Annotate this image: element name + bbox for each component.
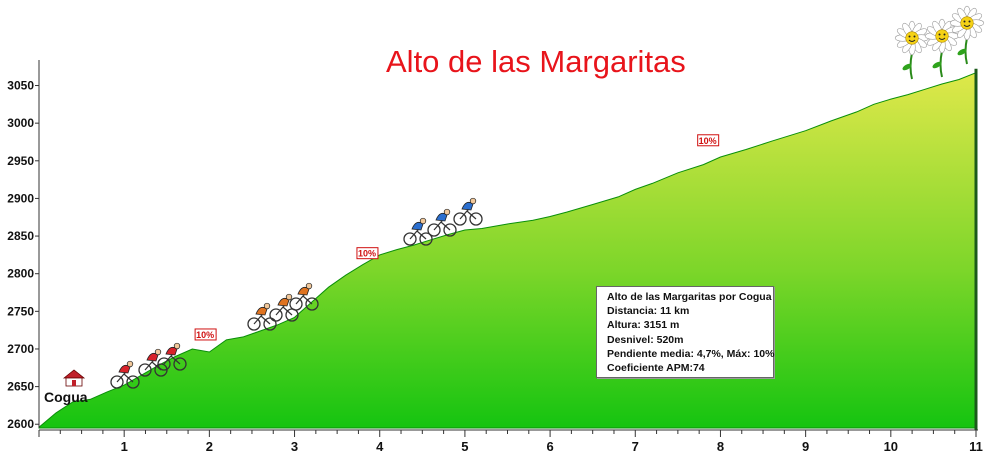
x-tick-label: 5 xyxy=(461,439,468,454)
cyclist-icon xyxy=(289,282,319,311)
x-tick-label: 9 xyxy=(802,439,809,454)
cyclists-group-blue xyxy=(403,197,483,246)
daisy-icon xyxy=(949,5,985,65)
x-tick-label: 10 xyxy=(884,439,898,454)
gradient-marker-box xyxy=(697,134,720,147)
start-town-label: Cogua xyxy=(44,389,88,405)
gradient-marker-layer: 10% 10% 10% xyxy=(194,134,720,341)
y-tick-label: 2650 xyxy=(7,380,34,394)
info-average-gradient: Pendiente media: 4,7%, Máx: 10% xyxy=(607,347,775,360)
info-altitude: Altura: 3151 m xyxy=(607,319,680,332)
x-tick-label: 2 xyxy=(206,439,213,454)
house-icon xyxy=(62,369,86,387)
climb-info-box: Alto de las Margaritas por Cogua Distanc… xyxy=(596,286,774,378)
x-tick-label: 8 xyxy=(717,439,724,454)
cyclist-icon xyxy=(110,360,140,389)
y-tick-label: 3000 xyxy=(7,116,34,130)
gradient-marker-label: 10% xyxy=(358,249,376,259)
info-distance: Distancia: 11 km xyxy=(607,305,690,318)
gradient-marker: 10% xyxy=(697,134,720,147)
y-tick-label: 2900 xyxy=(7,191,34,205)
x-tick-label: 6 xyxy=(546,439,553,454)
cyclist-icon xyxy=(247,302,277,331)
x-tick-label: 4 xyxy=(376,439,384,454)
y-tick-label: 2700 xyxy=(7,342,34,356)
summit-flowers xyxy=(894,5,985,80)
gradient-marker: 10% xyxy=(356,247,379,260)
x-tick-label: 7 xyxy=(632,439,639,454)
x-tick-label: 1 xyxy=(121,439,128,454)
cyclist-icon xyxy=(427,208,457,237)
profile-area xyxy=(38,71,977,429)
info-apm-coefficient: Coeficiente APM:74 xyxy=(607,362,705,375)
cyclist-icon xyxy=(138,348,168,377)
y-tick-label: 2950 xyxy=(7,154,34,168)
gradient-marker: 10% xyxy=(194,328,217,341)
info-climb-name: Alto de las Margaritas por Cogua xyxy=(607,291,772,303)
cyclist-icon xyxy=(403,217,433,246)
cyclist-icon xyxy=(453,197,483,226)
cyclists-group-orange xyxy=(247,282,319,331)
gradient-marker-box xyxy=(356,247,379,260)
x-tick-label: 3 xyxy=(291,439,298,454)
y-tick-label: 3050 xyxy=(7,79,34,93)
y-tick-label: 2750 xyxy=(7,304,34,318)
info-elevation-gain: Desnivel: 520m xyxy=(607,333,684,346)
chart-title: Alto de las Margaritas xyxy=(386,44,686,79)
daisy-icon xyxy=(894,20,930,80)
axes-layer: 2600 2650 2700 2750 2800 2850 2900 2950 3000 3050… xyxy=(7,60,983,454)
cyclist-icon xyxy=(157,342,187,371)
gradient-marker-label: 10% xyxy=(699,136,717,146)
cyclists-group-red xyxy=(110,342,187,389)
y-tick-label: 2800 xyxy=(7,267,34,281)
profile-area-layer xyxy=(38,68,978,430)
y-tick-label: 2850 xyxy=(7,229,34,243)
gradient-marker-label: 10% xyxy=(196,330,214,340)
x-tick-label: 11 xyxy=(969,439,983,454)
y-tick-label: 2600 xyxy=(7,417,34,431)
gradient-marker-box xyxy=(194,328,217,341)
decoration-layer xyxy=(62,5,985,389)
